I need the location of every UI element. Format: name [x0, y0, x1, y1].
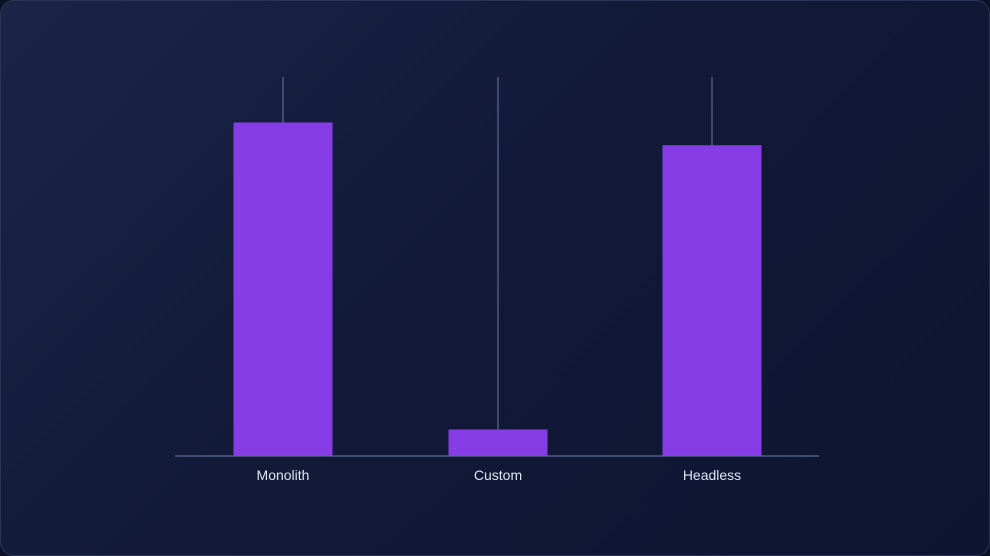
x-tick-label-custom: Custom	[474, 467, 522, 483]
bar-monolith	[233, 122, 333, 456]
x-tick-label-headless: Headless	[683, 467, 741, 483]
bar-custom	[448, 429, 548, 456]
bar-headless	[662, 145, 762, 456]
chart-marks: Monolith Custom Headless	[233, 77, 762, 483]
x-tick-label-monolith: Monolith	[257, 467, 310, 483]
